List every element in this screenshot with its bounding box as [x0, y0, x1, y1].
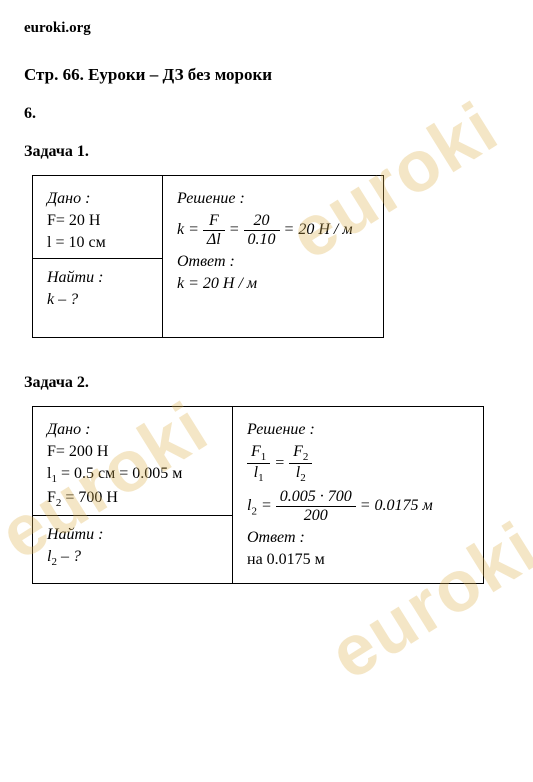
task2-box: Дано : F= 200 Н l1 = 0.5 см = 0.005 м F2…: [32, 406, 484, 584]
given-line: F= 200 Н: [47, 443, 218, 461]
answer-text: k = 20 Н / м: [177, 275, 369, 293]
answer-label: Ответ :: [177, 253, 369, 271]
task2-title: Задача 2.: [24, 374, 509, 392]
task1-title: Задача 1.: [24, 143, 509, 161]
task2-solution: Решение : F1l1 = F2l2 l2 = 0.005 · 70020…: [233, 407, 483, 583]
given-line: l = 10 см: [47, 234, 148, 252]
given-line: F2 = 700 Н: [47, 489, 218, 509]
given-label: Дано :: [47, 190, 148, 208]
find-line: k – ?: [47, 291, 148, 309]
solution-label: Решение :: [177, 190, 369, 208]
solution-formula: k = FΔl = 200.10 = 20 Н / м: [177, 212, 369, 249]
site-header: euroki.org: [24, 20, 509, 37]
task1-given: Дано : F= 20 Н l = 10 см Найти : k – ?: [33, 176, 163, 337]
find-line: l2 – ?: [47, 548, 218, 568]
answer-text: на 0.0175 м: [247, 551, 469, 569]
given-label: Дано :: [47, 421, 218, 439]
task2-given: Дано : F= 200 Н l1 = 0.5 см = 0.005 м F2…: [33, 407, 233, 583]
task1-solution: Решение : k = FΔl = 200.10 = 20 Н / м От…: [163, 176, 383, 337]
find-label: Найти :: [47, 269, 148, 287]
find-label: Найти :: [47, 526, 218, 544]
solution-proportion: F1l1 = F2l2: [247, 443, 469, 484]
exercise-number: 6.: [24, 105, 509, 123]
page-title: Стр. 66. Еуроки – ДЗ без мороки: [24, 65, 509, 85]
solution-label: Решение :: [247, 421, 469, 439]
task1-box: Дано : F= 20 Н l = 10 см Найти : k – ? Р…: [32, 175, 384, 338]
answer-label: Ответ :: [247, 529, 469, 547]
solution-result: l2 = 0.005 · 700200 = 0.0175 м: [247, 488, 469, 525]
given-line: F= 20 Н: [47, 212, 148, 230]
given-line: l1 = 0.5 см = 0.005 м: [47, 465, 218, 485]
